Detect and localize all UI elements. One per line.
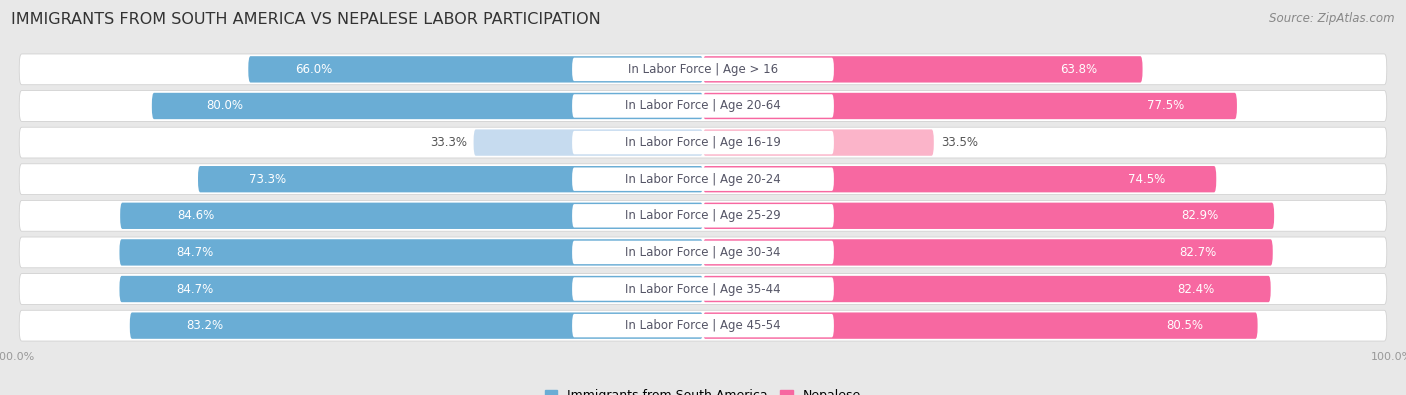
Text: 80.0%: 80.0% — [207, 100, 243, 113]
Text: 73.3%: 73.3% — [249, 173, 285, 186]
FancyBboxPatch shape — [120, 239, 703, 265]
FancyBboxPatch shape — [20, 274, 1386, 305]
Text: In Labor Force | Age 25-29: In Labor Force | Age 25-29 — [626, 209, 780, 222]
FancyBboxPatch shape — [703, 239, 1272, 265]
FancyBboxPatch shape — [20, 127, 1386, 158]
FancyBboxPatch shape — [572, 94, 834, 118]
Text: 77.5%: 77.5% — [1147, 100, 1184, 113]
Text: 33.5%: 33.5% — [941, 136, 977, 149]
Text: In Labor Force | Age 30-34: In Labor Force | Age 30-34 — [626, 246, 780, 259]
FancyBboxPatch shape — [572, 204, 834, 228]
FancyBboxPatch shape — [249, 56, 703, 83]
FancyBboxPatch shape — [572, 131, 834, 154]
FancyBboxPatch shape — [572, 241, 834, 264]
FancyBboxPatch shape — [120, 203, 703, 229]
FancyBboxPatch shape — [703, 130, 934, 156]
FancyBboxPatch shape — [703, 276, 1271, 302]
Text: In Labor Force | Age 20-64: In Labor Force | Age 20-64 — [626, 100, 780, 113]
FancyBboxPatch shape — [572, 167, 834, 191]
Legend: Immigrants from South America, Nepalese: Immigrants from South America, Nepalese — [540, 384, 866, 395]
FancyBboxPatch shape — [20, 164, 1386, 195]
Text: In Labor Force | Age 16-19: In Labor Force | Age 16-19 — [626, 136, 780, 149]
Text: 82.7%: 82.7% — [1180, 246, 1216, 259]
Text: 83.2%: 83.2% — [186, 319, 224, 332]
Text: 84.6%: 84.6% — [177, 209, 214, 222]
FancyBboxPatch shape — [703, 312, 1257, 339]
Text: 82.9%: 82.9% — [1181, 209, 1218, 222]
Text: Source: ZipAtlas.com: Source: ZipAtlas.com — [1270, 12, 1395, 25]
Text: 84.7%: 84.7% — [177, 246, 214, 259]
Text: 82.4%: 82.4% — [1178, 282, 1215, 295]
Text: In Labor Force | Age 35-44: In Labor Force | Age 35-44 — [626, 282, 780, 295]
FancyBboxPatch shape — [703, 203, 1274, 229]
FancyBboxPatch shape — [20, 90, 1386, 121]
FancyBboxPatch shape — [703, 93, 1237, 119]
FancyBboxPatch shape — [572, 277, 834, 301]
FancyBboxPatch shape — [703, 166, 1216, 192]
FancyBboxPatch shape — [198, 166, 703, 192]
FancyBboxPatch shape — [572, 314, 834, 337]
FancyBboxPatch shape — [120, 276, 703, 302]
Text: 74.5%: 74.5% — [1128, 173, 1164, 186]
FancyBboxPatch shape — [20, 237, 1386, 268]
FancyBboxPatch shape — [20, 310, 1386, 341]
Text: In Labor Force | Age 20-24: In Labor Force | Age 20-24 — [626, 173, 780, 186]
Text: 80.5%: 80.5% — [1166, 319, 1204, 332]
FancyBboxPatch shape — [474, 130, 703, 156]
FancyBboxPatch shape — [703, 56, 1143, 83]
FancyBboxPatch shape — [20, 200, 1386, 231]
FancyBboxPatch shape — [129, 312, 703, 339]
Text: In Labor Force | Age 45-54: In Labor Force | Age 45-54 — [626, 319, 780, 332]
Text: 84.7%: 84.7% — [177, 282, 214, 295]
FancyBboxPatch shape — [20, 54, 1386, 85]
FancyBboxPatch shape — [572, 58, 834, 81]
Text: 63.8%: 63.8% — [1060, 63, 1097, 76]
FancyBboxPatch shape — [152, 93, 703, 119]
Text: In Labor Force | Age > 16: In Labor Force | Age > 16 — [628, 63, 778, 76]
Text: 33.3%: 33.3% — [430, 136, 467, 149]
Text: 66.0%: 66.0% — [295, 63, 332, 76]
Text: IMMIGRANTS FROM SOUTH AMERICA VS NEPALESE LABOR PARTICIPATION: IMMIGRANTS FROM SOUTH AMERICA VS NEPALES… — [11, 12, 600, 27]
